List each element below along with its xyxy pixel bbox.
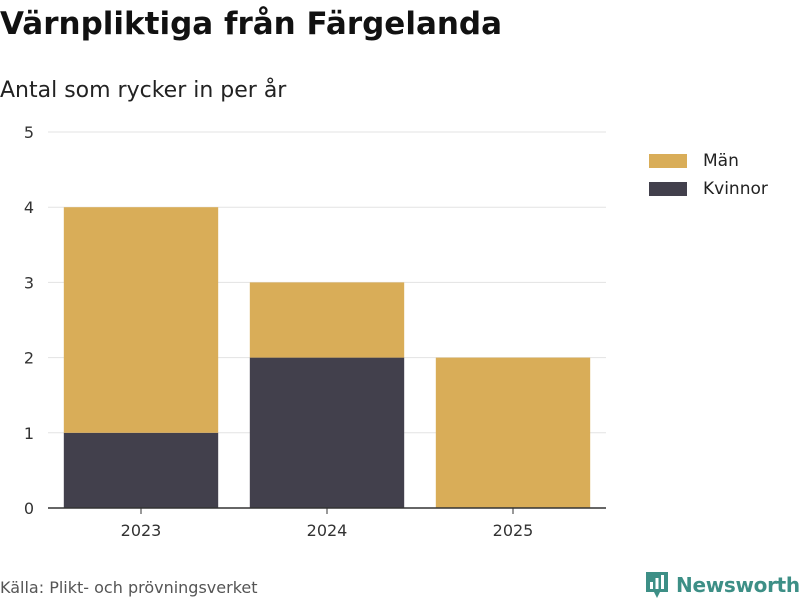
brand-name: Newsworthy	[676, 573, 800, 597]
legend-label-man: Män	[703, 151, 739, 171]
bar-chart: 0 1 2 3 4 5 2023 2024 2025	[24, 123, 606, 540]
brand-logo: Newsworthy	[644, 570, 800, 600]
legend-item-kvinnor: Kvinnor	[649, 175, 768, 203]
chart-subtitle: Antal som rycker in per år	[0, 78, 287, 103]
x-tick-label: 2025	[493, 521, 534, 540]
chart-title: Värnpliktiga från Färgelanda	[0, 6, 503, 42]
x-tick-label: 2024	[307, 521, 348, 540]
bar-man-2023	[63, 207, 219, 433]
legend-swatch-man	[649, 154, 687, 168]
y-tick-label: 0	[24, 499, 34, 518]
legend: Män Kvinnor	[649, 147, 768, 203]
legend-label-kvinnor: Kvinnor	[703, 179, 768, 199]
y-tick-label: 4	[24, 198, 34, 217]
bar-kvinnor-2023	[63, 432, 219, 508]
source-note: Källa: Plikt- och prövningsverket	[0, 578, 258, 597]
newsworthy-logo-icon	[646, 572, 668, 598]
y-tick-label: 5	[24, 123, 34, 142]
legend-swatch-kvinnor	[649, 182, 687, 196]
bar-kvinnor-2024	[249, 357, 405, 508]
legend-item-man: Män	[649, 147, 768, 175]
bar-man-2024	[249, 282, 405, 358]
y-tick-label: 3	[24, 273, 34, 292]
x-tick-label: 2023	[121, 521, 162, 540]
y-tick-label: 1	[24, 424, 34, 443]
bar-man-2025	[435, 357, 591, 508]
y-tick-label: 2	[24, 349, 34, 368]
